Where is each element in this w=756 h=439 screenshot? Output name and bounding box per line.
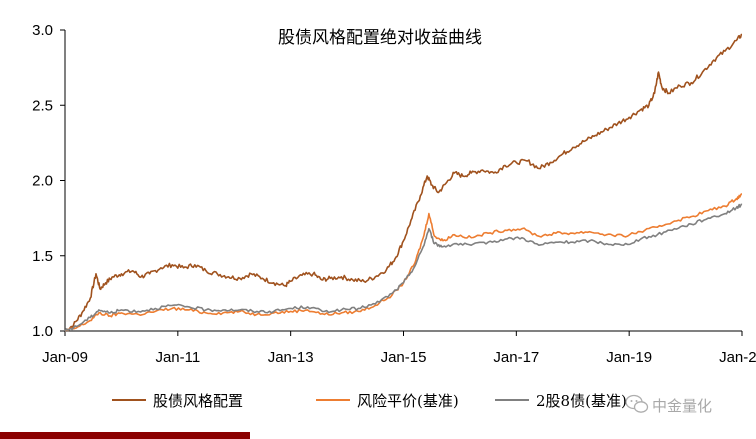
x-tick-label: Jan-17: [493, 349, 539, 366]
x-tick-label: Jan-09: [42, 349, 88, 366]
x-tick-label: Jan-21: [719, 349, 756, 366]
chart-title: 股债风格配置绝对收益曲线: [278, 28, 482, 48]
y-tick-label: 1.0: [32, 323, 53, 340]
y-tick-label: 1.5: [32, 248, 53, 265]
y-axis: 1.0 1.5 2.0 2.5 3.0: [32, 22, 66, 340]
wechat-icon: [625, 394, 649, 413]
y-tick-label: 3.0: [32, 22, 53, 39]
y-tick-label: 2.5: [32, 97, 53, 114]
series-group: [64, 33, 743, 332]
legend-label-3: 2股8债(基准): [536, 392, 627, 410]
y-tick-label: 2.0: [32, 173, 53, 190]
legend: 股债风格配置 风险平价(基准) 2股8债(基准): [112, 392, 627, 410]
watermark: 中金量化: [625, 394, 712, 415]
watermark-text: 中金量化: [652, 397, 712, 415]
corner-strip: [0, 432, 250, 439]
x-tick-label: Jan-15: [381, 349, 427, 366]
x-axis: Jan-09 Jan-11 Jan-13 Jan-15 Jan-17 Jan-19 Jan-…: [42, 330, 756, 366]
x-tick-label: Jan-13: [268, 349, 314, 366]
x-tick-label: Jan-19: [606, 349, 652, 366]
series-line-2: [64, 193, 743, 332]
legend-label-2: 风险平价(基准): [357, 392, 459, 410]
series-line-1: [64, 33, 743, 332]
series-line-3: [64, 203, 743, 332]
x-tick-label: Jan-11: [155, 349, 200, 366]
legend-label-1: 股债风格配置: [153, 392, 243, 410]
